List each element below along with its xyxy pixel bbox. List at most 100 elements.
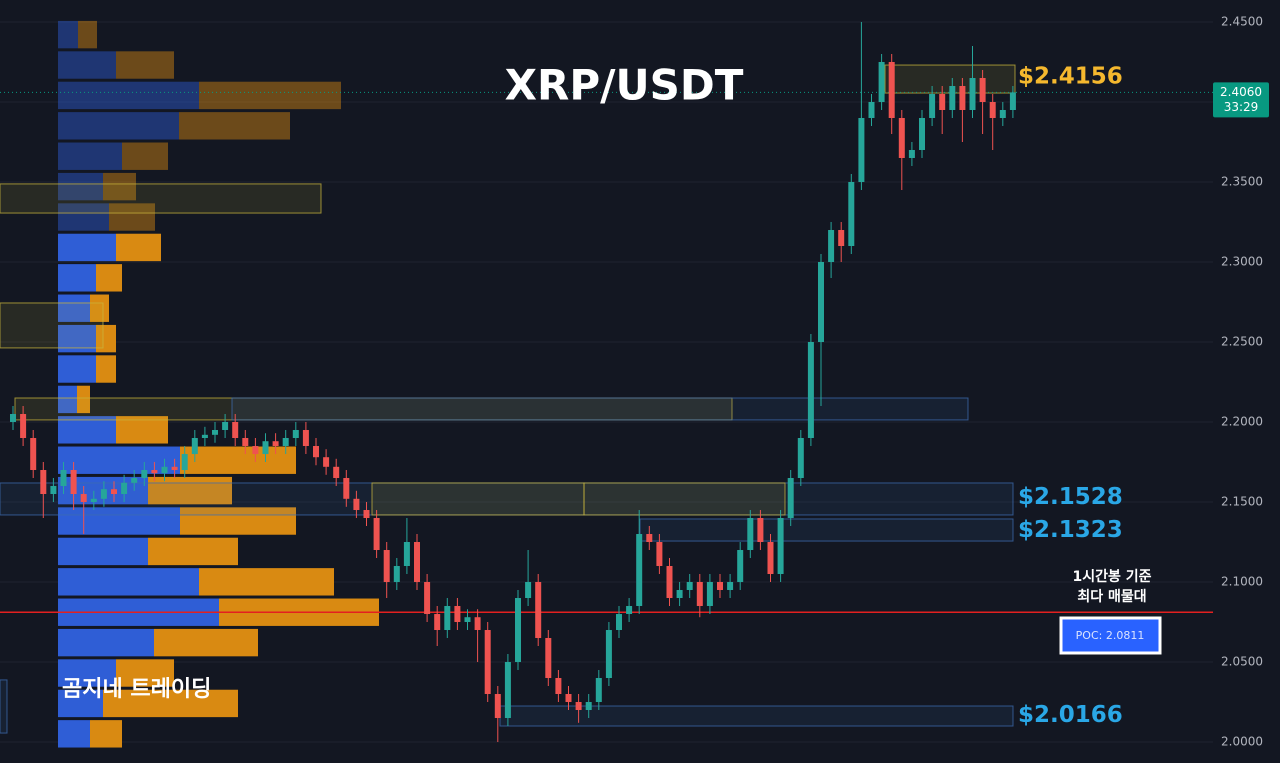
candle-body: [999, 110, 1006, 119]
candle-body: [959, 86, 966, 111]
candle-body: [838, 230, 845, 247]
candle-body: [616, 614, 622, 631]
poc-label: POC: 2.0811: [1076, 629, 1145, 642]
profile-up-bar: [58, 720, 90, 748]
candle-body: [767, 542, 774, 575]
candle-body: [373, 518, 380, 551]
candle-body: [979, 78, 986, 103]
candle-body: [797, 438, 804, 479]
candle-body: [181, 454, 188, 471]
profile-up-bar: [58, 294, 90, 322]
candle-body: [484, 630, 491, 695]
candle-body: [626, 606, 633, 615]
candle-body: [242, 438, 249, 447]
profile-up-bar: [58, 385, 77, 414]
candle-body: [656, 542, 663, 567]
profile-up-bar: [58, 203, 109, 231]
candle-body: [848, 182, 855, 247]
watermark: 곰지네 트레이딩: [62, 677, 211, 702]
poc-box-bg: [1059, 616, 1162, 655]
candle-body: [858, 118, 865, 183]
profile-down-bar: [122, 142, 168, 170]
y-tick-label: 2.2000: [1221, 415, 1263, 429]
zone: [639, 518, 1014, 542]
candle-body: [535, 582, 542, 639]
candle-body: [686, 582, 693, 591]
candle-body: [787, 478, 794, 519]
profile-down-bar: [148, 537, 238, 566]
level-label: $2.0166: [1018, 702, 1123, 728]
candle-body: [868, 102, 875, 119]
candle-body: [232, 422, 239, 439]
profile-down-bar: [96, 324, 116, 353]
profile-up-bar: [58, 659, 116, 687]
last-price-timer: 33:29: [1224, 100, 1259, 114]
zone: [583, 482, 786, 516]
candle-body: [666, 566, 673, 599]
candle-body: [919, 118, 925, 151]
candle-body: [545, 638, 552, 679]
profile-down-bar: [199, 81, 341, 110]
candle-body: [565, 694, 572, 703]
zone: [0, 482, 1014, 516]
profile-down-bar: [180, 507, 296, 535]
candle-body: [121, 482, 128, 495]
profile-down-bar: [199, 568, 334, 596]
profile-down-bar: [116, 233, 161, 262]
candle-body: [222, 422, 229, 431]
candle-body: [161, 466, 168, 474]
candle-body: [807, 342, 814, 439]
profile-up-bar: [58, 537, 148, 566]
candle-body: [464, 617, 471, 623]
candle-body: [696, 582, 703, 607]
candle-body: [282, 438, 289, 447]
candle-body: [757, 518, 764, 543]
candle-body: [474, 617, 481, 631]
y-tick-label: 2.3000: [1221, 255, 1263, 269]
profile-up-bar: [58, 20, 78, 49]
profile-down-bar: [78, 20, 97, 49]
profile-down-bar: [96, 355, 116, 383]
candle-body: [818, 262, 824, 343]
candle-body: [515, 598, 521, 663]
candle-body: [504, 662, 511, 719]
candle-body: [131, 478, 138, 483]
candle-body: [888, 62, 895, 119]
y-tick-label: 2.1000: [1221, 575, 1263, 589]
candle-body: [50, 486, 57, 495]
candle-body: [30, 438, 37, 471]
profile-down-bar: [109, 203, 155, 231]
profile-down-bar: [180, 446, 296, 474]
candle-body: [454, 606, 461, 623]
profile-down-bar: [96, 264, 122, 292]
candle-body: [20, 414, 27, 439]
level-label: $2.1323: [1018, 517, 1123, 543]
profile-up-bar: [58, 507, 180, 535]
profile-down-bar: [148, 476, 232, 505]
y-tick-label: 2.4500: [1221, 15, 1263, 29]
candle-body: [949, 86, 956, 111]
candle-body: [575, 702, 582, 711]
candle-body: [555, 678, 562, 695]
y-tick-label: 2.0500: [1221, 655, 1263, 669]
candle-body: [676, 590, 683, 599]
y-tick-label: 2.1500: [1221, 495, 1263, 509]
profile-down-bar: [90, 294, 109, 322]
profile-down-bar: [103, 689, 238, 718]
profile-down-bar: [154, 628, 258, 657]
candle-body: [414, 542, 420, 583]
candle-body: [40, 470, 47, 495]
profile-up-bar: [58, 81, 199, 110]
candle-body: [605, 630, 612, 679]
candle-body: [313, 446, 319, 458]
candle-body: [323, 457, 330, 467]
candle-body: [434, 614, 441, 631]
candle-body: [252, 446, 259, 455]
profile-up-bar: [58, 264, 96, 292]
candle-body: [60, 470, 67, 487]
candle-body: [141, 470, 148, 479]
candle-body: [100, 489, 107, 499]
candle-body: [444, 606, 451, 631]
level-label: $2.4156: [1018, 64, 1123, 90]
